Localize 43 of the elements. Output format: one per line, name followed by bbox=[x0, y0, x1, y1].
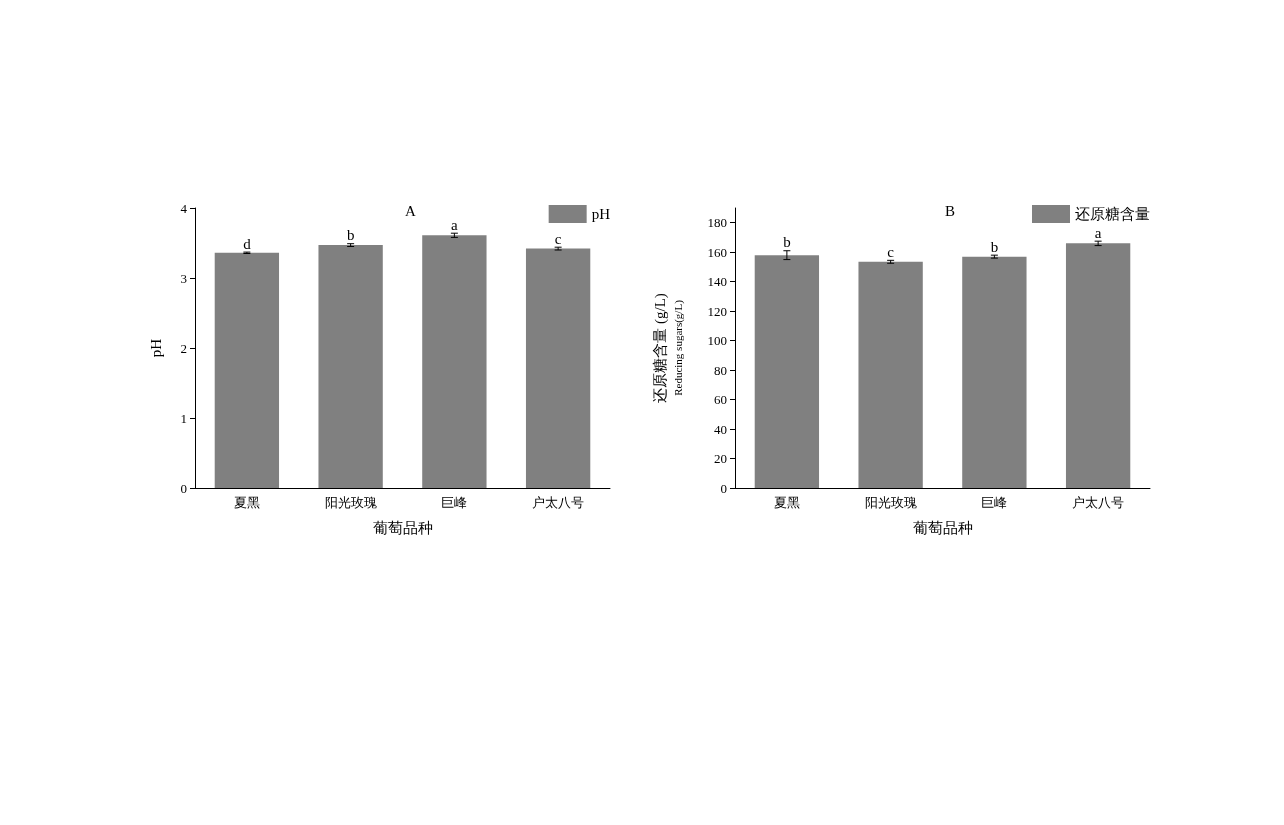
y-tick-label: 180 bbox=[707, 215, 727, 231]
annotation: a bbox=[451, 216, 459, 233]
y-tick-label: 1 bbox=[180, 410, 187, 426]
annotation: c bbox=[554, 230, 562, 247]
y-tick-label: 80 bbox=[714, 362, 727, 378]
y-tick-label: 100 bbox=[707, 333, 727, 349]
legend-label: 还原糖含量 bbox=[1075, 205, 1150, 223]
y-tick-label: 4 bbox=[180, 200, 188, 216]
annotation: b bbox=[990, 238, 999, 255]
y-tick-label: 140 bbox=[707, 274, 727, 290]
y-tick-label: 0 bbox=[720, 480, 727, 496]
annotation: b bbox=[783, 234, 791, 251]
y-axis-title: 还原糖含量 (g/L) Reducing sugars(g/L) bbox=[652, 293, 685, 403]
bar bbox=[858, 261, 923, 488]
x-tick-label: 户太八号 bbox=[1072, 495, 1125, 510]
y-tick-label: 40 bbox=[714, 421, 727, 437]
y-tick-label: 160 bbox=[707, 244, 727, 260]
y-tick-label: 2 bbox=[180, 340, 187, 356]
bar bbox=[1065, 243, 1131, 488]
annotation: a bbox=[1094, 224, 1102, 241]
bar bbox=[962, 256, 1027, 488]
x-tick-label: 巨峰 bbox=[441, 495, 468, 510]
x-tick-label: 巨峰 bbox=[981, 495, 1008, 510]
legend-label: pH bbox=[591, 206, 611, 222]
x-tick-label: 阳光玫瑰 bbox=[324, 495, 377, 510]
x-tick-label: 夏黑 bbox=[233, 495, 260, 510]
bar bbox=[754, 255, 820, 488]
y-tick-label: 3 bbox=[180, 270, 187, 286]
y-axis-title: pH bbox=[148, 338, 164, 358]
x-axis-title: 葡萄品种 bbox=[912, 518, 973, 537]
chart-title: B bbox=[945, 202, 956, 219]
x-tick-label: 户太八号 bbox=[532, 495, 585, 510]
x-axis-title: 葡萄品种 bbox=[372, 518, 433, 537]
y-tick-label: 0 bbox=[180, 480, 187, 496]
x-tick-label: 夏黑 bbox=[773, 495, 800, 510]
annotation: c bbox=[887, 243, 895, 260]
annotation: d bbox=[243, 235, 252, 252]
x-tick-label: 阳光玫瑰 bbox=[864, 495, 917, 510]
y-tick-label: 120 bbox=[707, 303, 727, 319]
y-tick-label: 60 bbox=[714, 392, 727, 408]
chart-title: A bbox=[405, 202, 416, 219]
annotation: b bbox=[346, 227, 355, 244]
y-tick-label: 20 bbox=[714, 451, 727, 467]
